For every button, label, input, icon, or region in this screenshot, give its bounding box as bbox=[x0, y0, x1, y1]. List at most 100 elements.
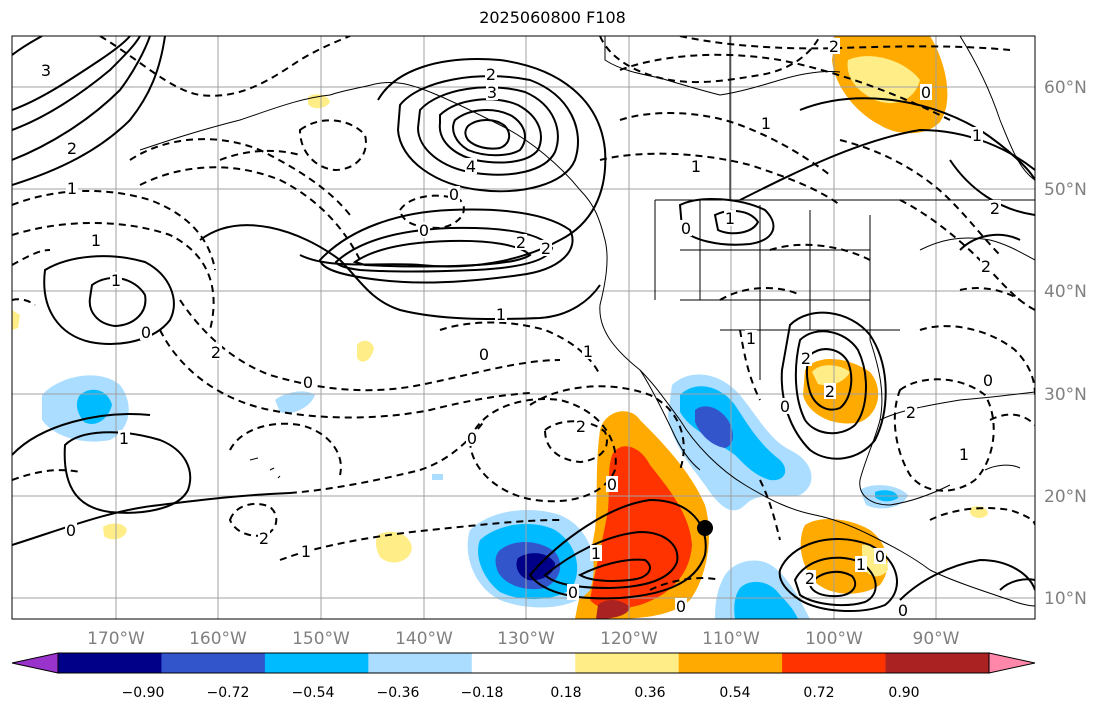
contour-label: 1 bbox=[746, 329, 756, 348]
contour-label: 2 bbox=[211, 343, 221, 362]
colorbar-extend-high bbox=[988, 652, 1036, 674]
warm-anomaly-small-2 bbox=[357, 340, 374, 362]
colorbar-frame bbox=[57, 652, 990, 674]
latitude-axis: 60°N 50°N 40°N 30°N 20°N 10°N bbox=[1044, 78, 1087, 609]
contour-label: 0 bbox=[780, 397, 790, 416]
contour-label: 2 bbox=[801, 349, 811, 368]
contour-label: 1 bbox=[856, 555, 866, 574]
lon-label: 120°W bbox=[600, 629, 658, 649]
contour-label: 1 bbox=[111, 271, 121, 290]
lat-label: 20°N bbox=[1044, 487, 1087, 507]
lon-label: 150°W bbox=[292, 629, 350, 649]
contour-label: 0 bbox=[568, 583, 578, 602]
contour-label: 1 bbox=[301, 542, 311, 561]
contour-label: 1 bbox=[691, 157, 701, 176]
lon-label: 160°W bbox=[189, 629, 247, 649]
contour-label: 3 bbox=[487, 83, 497, 102]
contour-label: 2 bbox=[516, 233, 526, 252]
contour-label: 0 bbox=[419, 221, 429, 240]
warm-anomaly-epac-max bbox=[596, 599, 630, 619]
contour-label: 1 bbox=[91, 231, 101, 250]
colorbar-tick-label: 0.72 bbox=[803, 685, 834, 701]
warm-anomaly-small-5 bbox=[12, 310, 20, 330]
colorbar-tick-label: 0.18 bbox=[550, 685, 581, 701]
contour-label: 0 bbox=[676, 597, 686, 616]
colorbar-tick-label: −0.72 bbox=[207, 685, 250, 701]
cold-anomaly-south-inner bbox=[734, 581, 798, 619]
lat-label: 50°N bbox=[1044, 180, 1087, 200]
contour-label: 1 bbox=[972, 126, 982, 145]
colorbar-segment bbox=[575, 653, 680, 673]
contour-label: 1 bbox=[67, 179, 77, 198]
contour-label: 1 bbox=[761, 114, 771, 133]
contour-label: 2 bbox=[67, 139, 77, 158]
contour-label: 0 bbox=[607, 475, 617, 494]
contours-dashed bbox=[12, 36, 1035, 591]
colorbar-tick-label: 0.54 bbox=[719, 685, 750, 701]
contour-label: 0 bbox=[681, 219, 691, 238]
lon-label: 140°W bbox=[395, 629, 453, 649]
contour-label: 1 bbox=[496, 305, 506, 324]
contour-label: 0 bbox=[983, 371, 993, 390]
contour-label: 1 bbox=[959, 445, 969, 464]
colorbar-tick-label: −0.18 bbox=[461, 685, 504, 701]
warm-anomaly-texas-inner bbox=[812, 365, 850, 386]
contour-label: 2 bbox=[825, 382, 835, 401]
contour-label: 2 bbox=[906, 403, 916, 422]
contour-label: 0 bbox=[898, 601, 908, 620]
colorbar-tick-label: 0.90 bbox=[888, 685, 919, 701]
contour-label: 1 bbox=[725, 209, 735, 228]
contour-label: 0 bbox=[875, 547, 885, 566]
warm-anomaly-canada-core bbox=[847, 56, 920, 104]
colorbar-segment bbox=[161, 653, 266, 673]
contour-label-group: 4 3 2 2 2 1 1 0 1 0 0 0 0 0 bbox=[40, 37, 1001, 620]
lon-label: 90°W bbox=[913, 629, 960, 649]
lat-label: 60°N bbox=[1044, 78, 1087, 98]
contour-label: 0 bbox=[66, 521, 76, 540]
cold-anomaly-baja-inner bbox=[695, 406, 733, 448]
contour-label: 0 bbox=[449, 185, 459, 204]
longitude-axis: 170°W 160°W 150°W 140°W 130°W 120°W 110°… bbox=[87, 629, 960, 649]
colorbar-segment bbox=[678, 653, 783, 673]
colorbar-extend-low bbox=[11, 652, 59, 674]
colorbar-segment bbox=[782, 653, 887, 673]
colorbar-tick-label: −0.90 bbox=[122, 685, 165, 701]
contour-label: 2 bbox=[259, 529, 269, 548]
lat-label: 10°N bbox=[1044, 589, 1087, 609]
warm-anomaly-small-3 bbox=[103, 523, 127, 540]
colorbar-ticks: −0.90 −0.72 −0.54 −0.36 −0.18 0.18 0.36 … bbox=[122, 685, 920, 701]
contour-label: 2 bbox=[486, 65, 496, 84]
colorbar-segment bbox=[885, 653, 990, 673]
colorbar bbox=[11, 652, 1036, 674]
cold-anomaly-small-a bbox=[275, 391, 315, 414]
map-frame bbox=[11, 35, 1036, 620]
contour-label: 2 bbox=[805, 569, 815, 588]
lon-label: 110°W bbox=[702, 629, 760, 649]
storm-center-dot bbox=[697, 520, 713, 536]
colorbar-segment bbox=[368, 653, 473, 673]
contour-label: 3 bbox=[41, 61, 51, 80]
colorbar-segment bbox=[471, 653, 576, 673]
lat-label: 40°N bbox=[1044, 282, 1087, 302]
warm-anomaly-small-4 bbox=[375, 531, 412, 563]
contours-solid bbox=[12, 36, 1035, 613]
contour-label: 0 bbox=[921, 83, 931, 102]
contour-label: 1 bbox=[583, 342, 593, 361]
colorbar-tick-label: 0.36 bbox=[634, 685, 665, 701]
contour-label: 0 bbox=[303, 373, 313, 392]
contour-label: 2 bbox=[981, 257, 991, 276]
lon-label: 100°W bbox=[805, 629, 863, 649]
lon-label: 170°W bbox=[87, 629, 145, 649]
contour-label: 2 bbox=[829, 37, 839, 56]
contour-label: 0 bbox=[467, 429, 477, 448]
contour-label: 2 bbox=[990, 199, 1000, 218]
colorbar-segment bbox=[58, 653, 162, 673]
lon-label: 130°W bbox=[497, 629, 555, 649]
lat-label: 30°N bbox=[1044, 385, 1087, 405]
warm-anomaly-small-6 bbox=[970, 506, 988, 519]
contour-label: 0 bbox=[479, 345, 489, 364]
map-title: 2025060800 F108 bbox=[479, 8, 626, 27]
contour-label: 2 bbox=[576, 417, 586, 436]
contour-label: 1 bbox=[119, 429, 129, 448]
